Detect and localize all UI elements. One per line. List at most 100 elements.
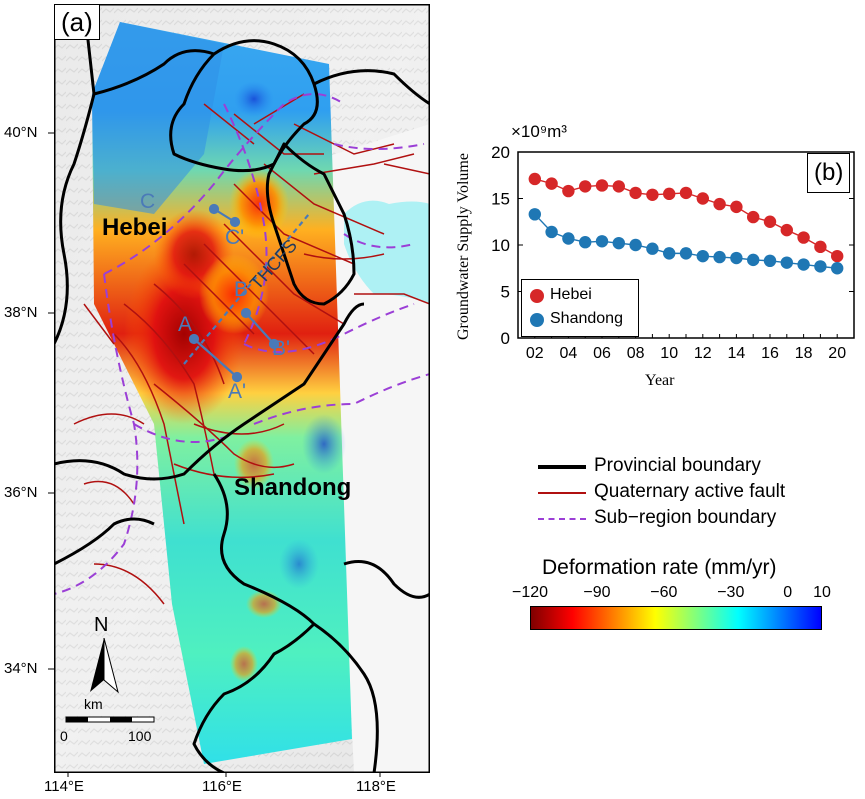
lon-tick: 114°E [44,778,84,795]
profile-label-a: A [178,313,193,336]
data-point-hebei [780,223,793,237]
y-tick-label: 0 [501,329,510,348]
data-point-shandong [696,249,709,263]
data-point-hebei [747,210,760,224]
colorbar-tick: −60 [650,584,678,601]
colorbar-title: Deformation rate (mm/yr) [542,556,777,579]
legend-line-provincial [538,465,586,469]
x-tick-label: 10 [660,345,678,362]
scale-end: 100 [128,728,152,744]
data-point-hebei [679,186,693,200]
y-tick-label: 15 [491,190,510,209]
data-point-hebei [595,179,609,192]
colorbar-tick: −90 [583,584,611,601]
colorbar-tick: 0 [783,584,793,601]
legend-label-shandong: Shandong [550,310,623,327]
groundwater-chart: 0 5 10 15 20 02 04 06 08 10 12 14 16 18 20 [491,143,855,362]
data-point-shandong [747,253,760,267]
profile-label-b-prime: B' [272,337,291,360]
profile-label-c: C [140,190,156,213]
legend-label-subregion: Sub−region boundary [594,507,777,528]
chart-ylabel: Groundwater Supply Volume [455,153,472,340]
data-point-shandong [629,238,642,252]
data-point-hebei [713,197,726,211]
data-point-hebei [528,172,541,186]
data-point-hebei [646,188,659,201]
data-point-shandong [730,251,743,265]
quaternary-faults [73,93,431,605]
x-tick-label: 16 [761,345,779,362]
data-point-shandong [831,262,844,275]
colorbar-tick: −30 [717,584,745,601]
data-point-shandong [528,208,541,221]
panel-label-b: (b) [807,153,851,193]
data-point-shandong [579,236,592,249]
north-arrow-icon [90,638,119,694]
subregion-boundaries [53,93,431,595]
data-point-shandong [679,247,693,260]
data-point-shandong [797,258,810,271]
data-point-hebei [763,215,777,228]
x-tick-label: 06 [593,345,611,362]
legend-provincial-boundary: Provincial boundary [538,455,858,477]
chart-xlabel: Year [645,372,675,389]
legend-label-provincial: Provincial boundary [594,455,761,476]
data-point-hebei [579,180,592,193]
data-point-hebei [696,192,709,205]
data-point-hebei [545,177,558,190]
x-tick-label: 12 [694,345,712,362]
chart-legend: Hebei Shandong [521,279,639,337]
profile-label-a-prime: A' [228,380,247,403]
data-point-shandong [595,235,609,248]
legend-fault: Quaternary active fault [538,481,858,503]
y-tick-label: 20 [491,143,510,162]
colorbar-tick: 10 [813,584,831,601]
profile-lines [188,203,280,383]
thcfs-line [183,213,310,365]
province-label-shandong: Shandong [234,474,352,501]
lon-tick: 118°E [356,778,396,795]
chart-multiplier: ×10⁹m³ [511,122,567,141]
x-tick-label: 04 [560,345,578,362]
legend-marker-shandong [530,313,544,327]
lon-tick: 116°E [202,778,242,795]
legend-label-hebei: Hebei [550,286,592,303]
data-point-hebei [629,186,642,200]
x-tick-label: 20 [828,345,846,362]
colorbar-tick: −120 [511,584,549,601]
legend-line-subregion [538,518,586,520]
data-point-shandong [562,232,575,245]
x-tick-label: 02 [526,345,544,362]
data-point-hebei [562,184,575,198]
data-point-hebei [730,200,743,214]
data-point-shandong [612,236,625,250]
data-point-shandong [713,250,726,264]
panel-label-a: (a) [54,4,100,40]
legend-marker-hebei [530,289,544,303]
data-point-hebei [831,249,844,263]
colorbar [530,606,822,630]
provincial-boundaries [52,3,431,775]
y-tick-label: 5 [501,283,510,302]
data-point-hebei [797,231,810,244]
deformation-map [52,3,431,775]
profile-label-b: B [234,278,249,301]
data-point-shandong [814,260,827,273]
legend-line-fault [538,492,586,494]
x-tick-label: 18 [795,345,813,362]
data-point-shandong [646,242,659,255]
data-point-shandong [545,225,558,239]
data-point-shandong [763,254,777,268]
province-label-hebei: Hebei [102,214,168,241]
lat-tick: 34°N [4,660,38,677]
x-tick-label: 08 [627,345,645,362]
legend-subregion: Sub−region boundary [538,507,858,529]
data-point-hebei [612,180,625,193]
scale-bar [65,716,155,723]
north-label: N [94,614,109,636]
data-point-shandong [663,247,676,260]
data-point-hebei [663,187,676,201]
legend-label-fault: Quaternary active fault [594,481,786,502]
scale-start: 0 [60,728,68,744]
colorbar-ticks: −120 −90 −60 −30 0 10 [512,584,831,608]
